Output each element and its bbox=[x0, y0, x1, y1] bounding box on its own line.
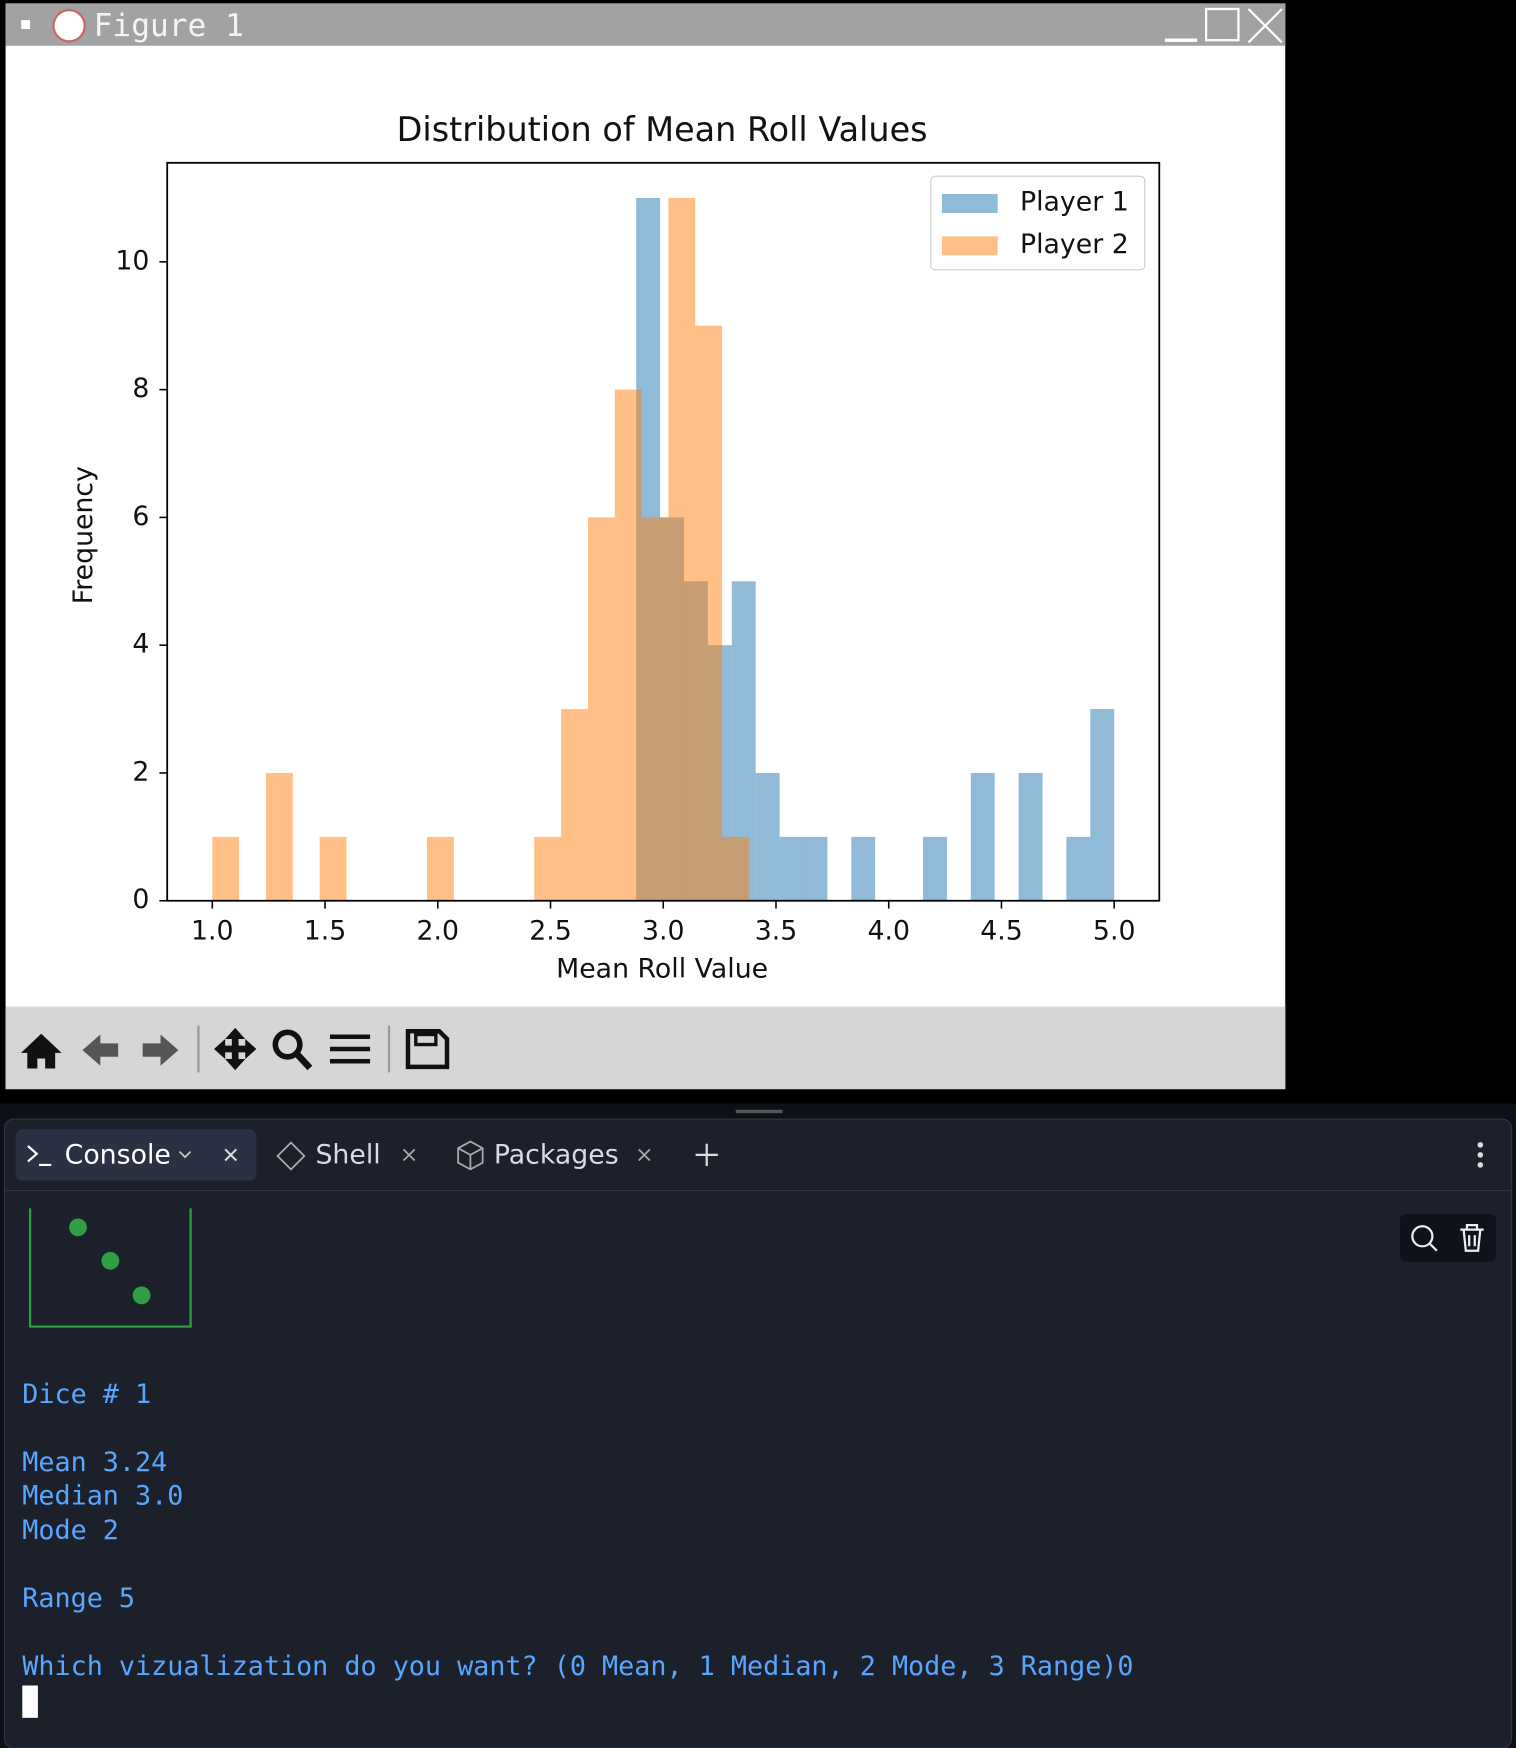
x-tick-label: 1.5 bbox=[304, 915, 347, 946]
tab-dropdown[interactable] bbox=[178, 1150, 192, 1159]
more-menu[interactable] bbox=[1477, 1142, 1484, 1168]
home-button[interactable] bbox=[20, 1033, 62, 1069]
tab-label[interactable]: Shell bbox=[315, 1140, 380, 1171]
legend-swatch bbox=[941, 194, 998, 213]
legend-label: Player 1 bbox=[1020, 186, 1129, 217]
shell-icon bbox=[276, 1141, 306, 1171]
histogram-bar bbox=[641, 517, 669, 901]
console-tab[interactable] bbox=[15, 1129, 257, 1181]
legend-swatch bbox=[941, 236, 998, 256]
tab-label[interactable]: Console bbox=[65, 1140, 171, 1171]
console-icon bbox=[27, 1145, 52, 1167]
console-line: Which vizualization do you want? (0 Mean… bbox=[22, 1651, 1133, 1682]
console-line: Mean 3.24 bbox=[22, 1447, 167, 1478]
x-tick-label: 2.0 bbox=[417, 915, 460, 946]
histogram-bar bbox=[534, 836, 562, 901]
close-button[interactable] bbox=[1247, 8, 1283, 44]
packages-icon bbox=[457, 1140, 484, 1171]
title-bar bbox=[5, 3, 1286, 46]
console-line: Mode 2 bbox=[22, 1515, 119, 1546]
histogram-bar bbox=[1018, 772, 1043, 901]
x-tick-label: 4.0 bbox=[867, 915, 910, 946]
x-tick-label: 2.5 bbox=[529, 915, 572, 946]
y-tick-label: 0 bbox=[132, 884, 149, 915]
histogram-bar bbox=[755, 772, 780, 901]
x-axis-label: Mean Roll Value bbox=[556, 953, 768, 984]
maximize-button[interactable] bbox=[1204, 7, 1240, 42]
x-tick-label: 3.5 bbox=[755, 915, 798, 946]
histogram-bar bbox=[851, 836, 876, 901]
chart: Distribution of Mean Roll Values Mean Ro… bbox=[68, 110, 1161, 984]
configure-button[interactable] bbox=[329, 1034, 371, 1064]
search-button[interactable] bbox=[1411, 1225, 1434, 1248]
histogram-bar bbox=[922, 836, 947, 901]
x-tick-label: 1.0 bbox=[191, 915, 234, 946]
histogram-bar bbox=[426, 836, 454, 901]
console-output: Dice # 1 Mean 3.24 Median 3.0 Mode 2 Ran… bbox=[22, 1379, 1133, 1682]
histogram-bar bbox=[695, 325, 723, 901]
y-tick-label: 2 bbox=[132, 756, 149, 787]
console-line: Range 5 bbox=[22, 1583, 135, 1614]
clear-button[interactable] bbox=[1460, 1224, 1484, 1252]
app-icon bbox=[52, 8, 86, 43]
new-tab-button[interactable] bbox=[695, 1143, 718, 1167]
y-tick-label: 10 bbox=[115, 245, 149, 276]
histogram-bar bbox=[779, 836, 804, 901]
histogram-bar bbox=[668, 197, 696, 901]
legend-label: Player 2 bbox=[1020, 229, 1129, 260]
chart-title: Distribution of Mean Roll Values bbox=[397, 110, 928, 149]
close-tab[interactable] bbox=[224, 1148, 238, 1162]
close-tab[interactable] bbox=[402, 1148, 416, 1162]
histogram-bar bbox=[1090, 709, 1115, 901]
histogram-bar bbox=[803, 836, 828, 901]
histogram-bar bbox=[1066, 836, 1091, 901]
zoom-button[interactable] bbox=[272, 1029, 303, 1060]
x-tick-label: 3.0 bbox=[642, 915, 685, 946]
histogram-bar bbox=[212, 836, 240, 901]
window-title: Figure 1 bbox=[94, 8, 244, 44]
histogram-bar bbox=[970, 772, 995, 901]
dice-output-frame bbox=[28, 1208, 192, 1328]
save-button[interactable] bbox=[405, 1028, 450, 1070]
input-cursor[interactable] bbox=[22, 1685, 38, 1718]
y-axis-label: Frequency bbox=[68, 466, 99, 604]
y-tick-label: 6 bbox=[132, 501, 149, 532]
dice-face bbox=[69, 1218, 151, 1305]
histogram-bar bbox=[587, 517, 615, 901]
y-tick-label: 4 bbox=[132, 629, 149, 660]
close-tab[interactable] bbox=[638, 1148, 651, 1162]
tab-label[interactable]: Packages bbox=[494, 1140, 619, 1171]
histogram-bar bbox=[265, 772, 293, 901]
console-line: Median 3.0 bbox=[22, 1481, 183, 1512]
x-tick-label: 4.5 bbox=[980, 915, 1023, 946]
pan-button[interactable] bbox=[214, 1027, 257, 1071]
window-menu[interactable] bbox=[21, 20, 31, 30]
histogram-bar bbox=[561, 709, 588, 901]
console-actions bbox=[1400, 1213, 1496, 1262]
console-line: Dice # 1 bbox=[22, 1379, 151, 1410]
y-tick-label: 8 bbox=[132, 373, 149, 404]
histogram-bar bbox=[614, 389, 642, 901]
x-tick-label: 5.0 bbox=[1093, 915, 1136, 946]
histogram-bar bbox=[731, 581, 756, 901]
histogram-bar bbox=[722, 836, 749, 901]
histogram-bar bbox=[319, 836, 347, 901]
